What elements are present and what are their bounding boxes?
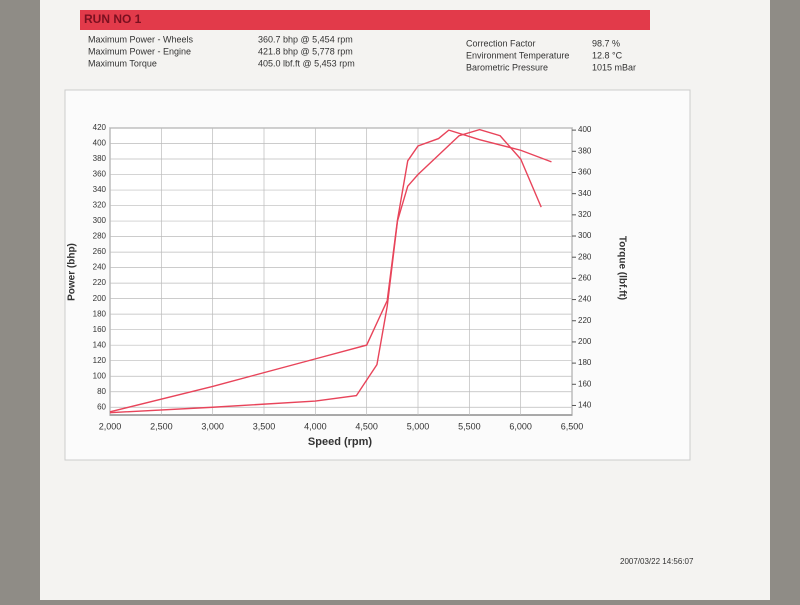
y-tick-label: 60 xyxy=(97,402,106,411)
x-tick-label: 6,500 xyxy=(561,421,584,431)
y2-tick-label: 180 xyxy=(578,358,592,367)
stat-label: Maximum Power - Wheels xyxy=(88,34,194,44)
condition-label: Correction Factor xyxy=(466,38,536,48)
y2-tick-label: 260 xyxy=(578,273,592,282)
x-tick-label: 6,000 xyxy=(509,421,532,431)
y2-tick-label: 340 xyxy=(578,189,592,198)
y-tick-label: 380 xyxy=(93,154,107,163)
y-tick-label: 160 xyxy=(93,325,107,334)
x-tick-label: 5,500 xyxy=(458,421,481,431)
stat-value: 360.7 bhp @ 5,454 rpm xyxy=(258,34,353,44)
stat-value: 405.0 lbf.ft @ 5,453 rpm xyxy=(258,58,355,68)
x-tick-label: 2,500 xyxy=(150,421,173,431)
x-tick-label: 4,000 xyxy=(304,421,327,431)
stat-value: 421.8 bhp @ 5,778 rpm xyxy=(258,46,353,56)
stat-label: Maximum Power - Engine xyxy=(88,46,191,56)
x-tick-label: 3,000 xyxy=(201,421,224,431)
y2-tick-label: 160 xyxy=(578,379,592,388)
y-tick-label: 100 xyxy=(93,371,107,380)
y-tick-label: 120 xyxy=(93,356,107,365)
x-tick-label: 2,000 xyxy=(99,421,122,431)
y-tick-label: 420 xyxy=(93,123,107,132)
y2-tick-label: 300 xyxy=(578,231,592,240)
y-tick-label: 180 xyxy=(93,309,107,318)
series-line xyxy=(109,129,552,413)
y-tick-label: 240 xyxy=(93,263,107,272)
stat-label: Maximum Torque xyxy=(88,58,157,68)
y-tick-label: 300 xyxy=(93,216,107,225)
y-tick-label: 360 xyxy=(93,170,107,179)
y-tick-label: 400 xyxy=(93,139,107,148)
y2-tick-label: 360 xyxy=(578,168,592,177)
x-tick-label: 4,500 xyxy=(355,421,378,431)
y-tick-label: 260 xyxy=(93,247,107,256)
y2-tick-label: 240 xyxy=(578,295,592,304)
run-title: RUN NO 1 xyxy=(84,12,142,26)
y-tick-label: 80 xyxy=(97,387,106,396)
plot-area xyxy=(109,127,573,416)
y2-tick-label: 220 xyxy=(578,316,592,325)
y2-axis-title: Torque (lbf.ft) xyxy=(616,236,627,300)
x-axis-title: Speed (rpm) xyxy=(308,436,373,448)
timestamp: 2007/03/22 14:56:07 xyxy=(620,557,694,566)
header-bar xyxy=(80,10,650,30)
y-tick-label: 200 xyxy=(93,294,107,303)
y2-tick-label: 380 xyxy=(578,146,592,155)
y-tick-label: 140 xyxy=(93,340,107,349)
y2-tick-label: 280 xyxy=(578,252,592,261)
y-tick-label: 220 xyxy=(93,278,107,287)
y-tick-label: 340 xyxy=(93,185,107,194)
y2-tick-label: 320 xyxy=(578,210,592,219)
y-tick-label: 280 xyxy=(93,232,107,241)
y-tick-label: 320 xyxy=(93,201,107,210)
condition-value: 98.7 % xyxy=(592,38,620,48)
x-tick-label: 3,500 xyxy=(253,421,276,431)
condition-label: Environment Temperature xyxy=(466,50,569,60)
series-line xyxy=(109,128,542,414)
x-tick-label: 5,000 xyxy=(407,421,430,431)
condition-label: Barometric Pressure xyxy=(466,62,548,72)
y2-tick-label: 400 xyxy=(578,125,592,134)
condition-value: 12.8 °C xyxy=(592,50,623,60)
y2-tick-label: 200 xyxy=(578,337,592,346)
condition-value: 1015 mBar xyxy=(592,62,636,72)
y2-tick-label: 140 xyxy=(578,401,592,410)
y-axis-title: Power (bhp) xyxy=(67,243,78,301)
